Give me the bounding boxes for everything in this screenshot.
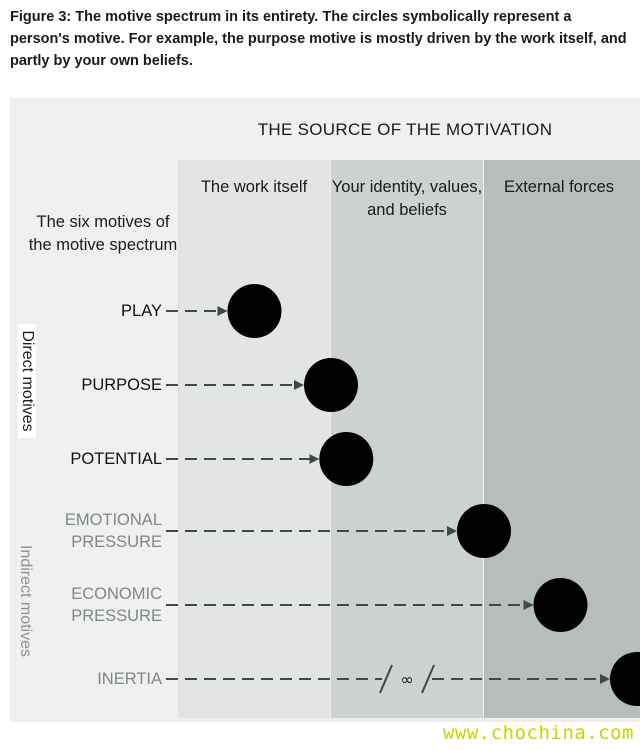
motive-label-purpose: PURPOSE bbox=[81, 376, 162, 394]
motive-label-inertia: INERTIA bbox=[97, 670, 162, 688]
motive-label-economic-pressure: ECONOMIC PRESSURE bbox=[71, 585, 162, 625]
motive-circle-purpose bbox=[304, 358, 358, 412]
motive-circle-play bbox=[227, 284, 282, 338]
column-heading-identity: Your identity, values, and beliefs bbox=[331, 178, 483, 219]
motive-label-emotional-pressure: EMOTIONAL PRESSURE bbox=[64, 511, 162, 551]
watermark: www.chochina.com bbox=[442, 722, 634, 744]
infinity-symbol: ∞ bbox=[400, 670, 413, 689]
motive-circle-inertia bbox=[610, 652, 640, 706]
break-slash-1 bbox=[379, 664, 393, 694]
column-work-itself bbox=[178, 160, 330, 718]
motive-label-potential: POTENTIAL bbox=[70, 450, 162, 468]
column-heading-work: The work itself bbox=[200, 178, 308, 196]
motive-circle-emotional-pressure bbox=[457, 504, 511, 558]
source-title: THE SOURCE OF THE MOTIVATION bbox=[257, 120, 553, 139]
figure-caption: Figure 3: The motive spectrum in its ent… bbox=[10, 9, 627, 69]
motive-label-play: PLAY bbox=[121, 302, 162, 320]
motive-circle-potential bbox=[319, 432, 374, 486]
motive-circle-economic-pressure bbox=[533, 578, 588, 632]
break-slash-2 bbox=[421, 664, 435, 694]
column-heading-external: External forces bbox=[503, 178, 615, 196]
six-motives-label: The six motives of the motive spectrum bbox=[28, 213, 178, 254]
